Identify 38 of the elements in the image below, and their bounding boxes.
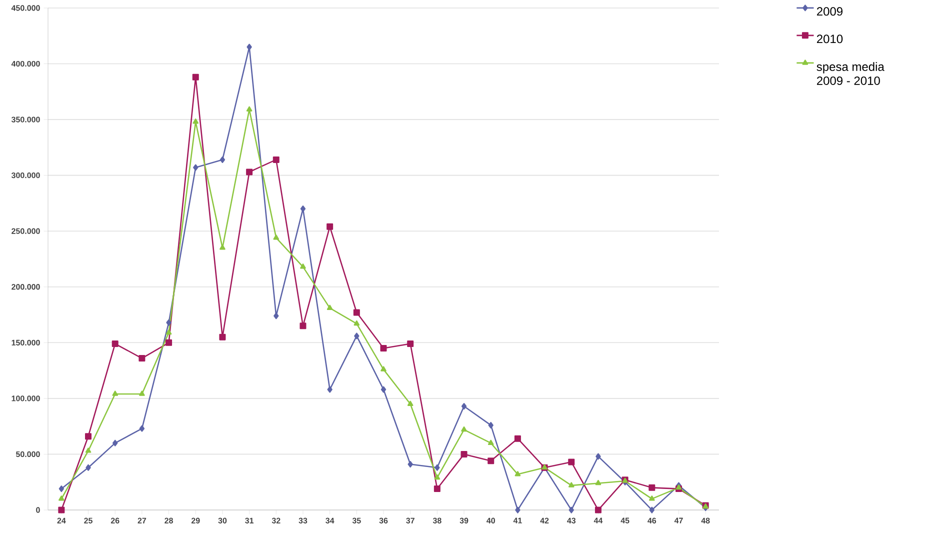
- x-tick-label: 47: [674, 518, 683, 524]
- x-tick-label: 27: [138, 518, 146, 524]
- x-tick-label: 24: [57, 518, 66, 524]
- x-tick-label: 29: [191, 518, 200, 524]
- x-tick-label: 44: [594, 518, 603, 524]
- x-tick-label: 28: [164, 518, 173, 524]
- y-tick-label: 350.000: [11, 116, 40, 122]
- x-tick-label: 43: [567, 518, 576, 524]
- x-tick-label: 46: [648, 518, 656, 524]
- x-tick-label: 35: [352, 518, 361, 524]
- x-tick-label: 32: [272, 518, 280, 524]
- x-tick-label: 39: [460, 518, 468, 524]
- y-tick-label: 100.000: [12, 396, 40, 402]
- x-tick-label: 30: [218, 518, 227, 524]
- y-tick-label: 0: [36, 507, 40, 513]
- legend-label: 2010: [816, 34, 843, 44]
- x-tick-label: 37: [406, 518, 414, 524]
- y-tick-label: 400.000: [11, 60, 40, 67]
- legend-label: 2009: [816, 7, 842, 16]
- x-tick-label: 38: [432, 518, 442, 524]
- x-tick-label: 26: [110, 518, 120, 524]
- x-tick-label: 48: [701, 518, 710, 524]
- x-tick-label: 40: [486, 518, 495, 524]
- y-tick-label: 300.000: [11, 172, 40, 178]
- x-tick-label: 42: [540, 518, 549, 524]
- x-tick-label: 25: [84, 518, 92, 524]
- x-tick-label: 36: [379, 518, 388, 524]
- x-tick-label: 33: [298, 518, 308, 524]
- x-tick-label: 41: [513, 518, 522, 524]
- legend-label: spesa media 2009 - 2010: [816, 62, 884, 85]
- y-tick-label: 250.000: [12, 228, 40, 234]
- y-tick-label: 150.000: [12, 340, 40, 346]
- x-tick-label: 45: [620, 518, 630, 524]
- x-tick-label: 31: [245, 518, 254, 524]
- x-tick-label: 34: [326, 518, 334, 524]
- y-tick-label: 200.000: [12, 284, 40, 290]
- y-tick-label: 450.000: [11, 5, 40, 11]
- y-tick-label: 50.000: [16, 451, 40, 458]
